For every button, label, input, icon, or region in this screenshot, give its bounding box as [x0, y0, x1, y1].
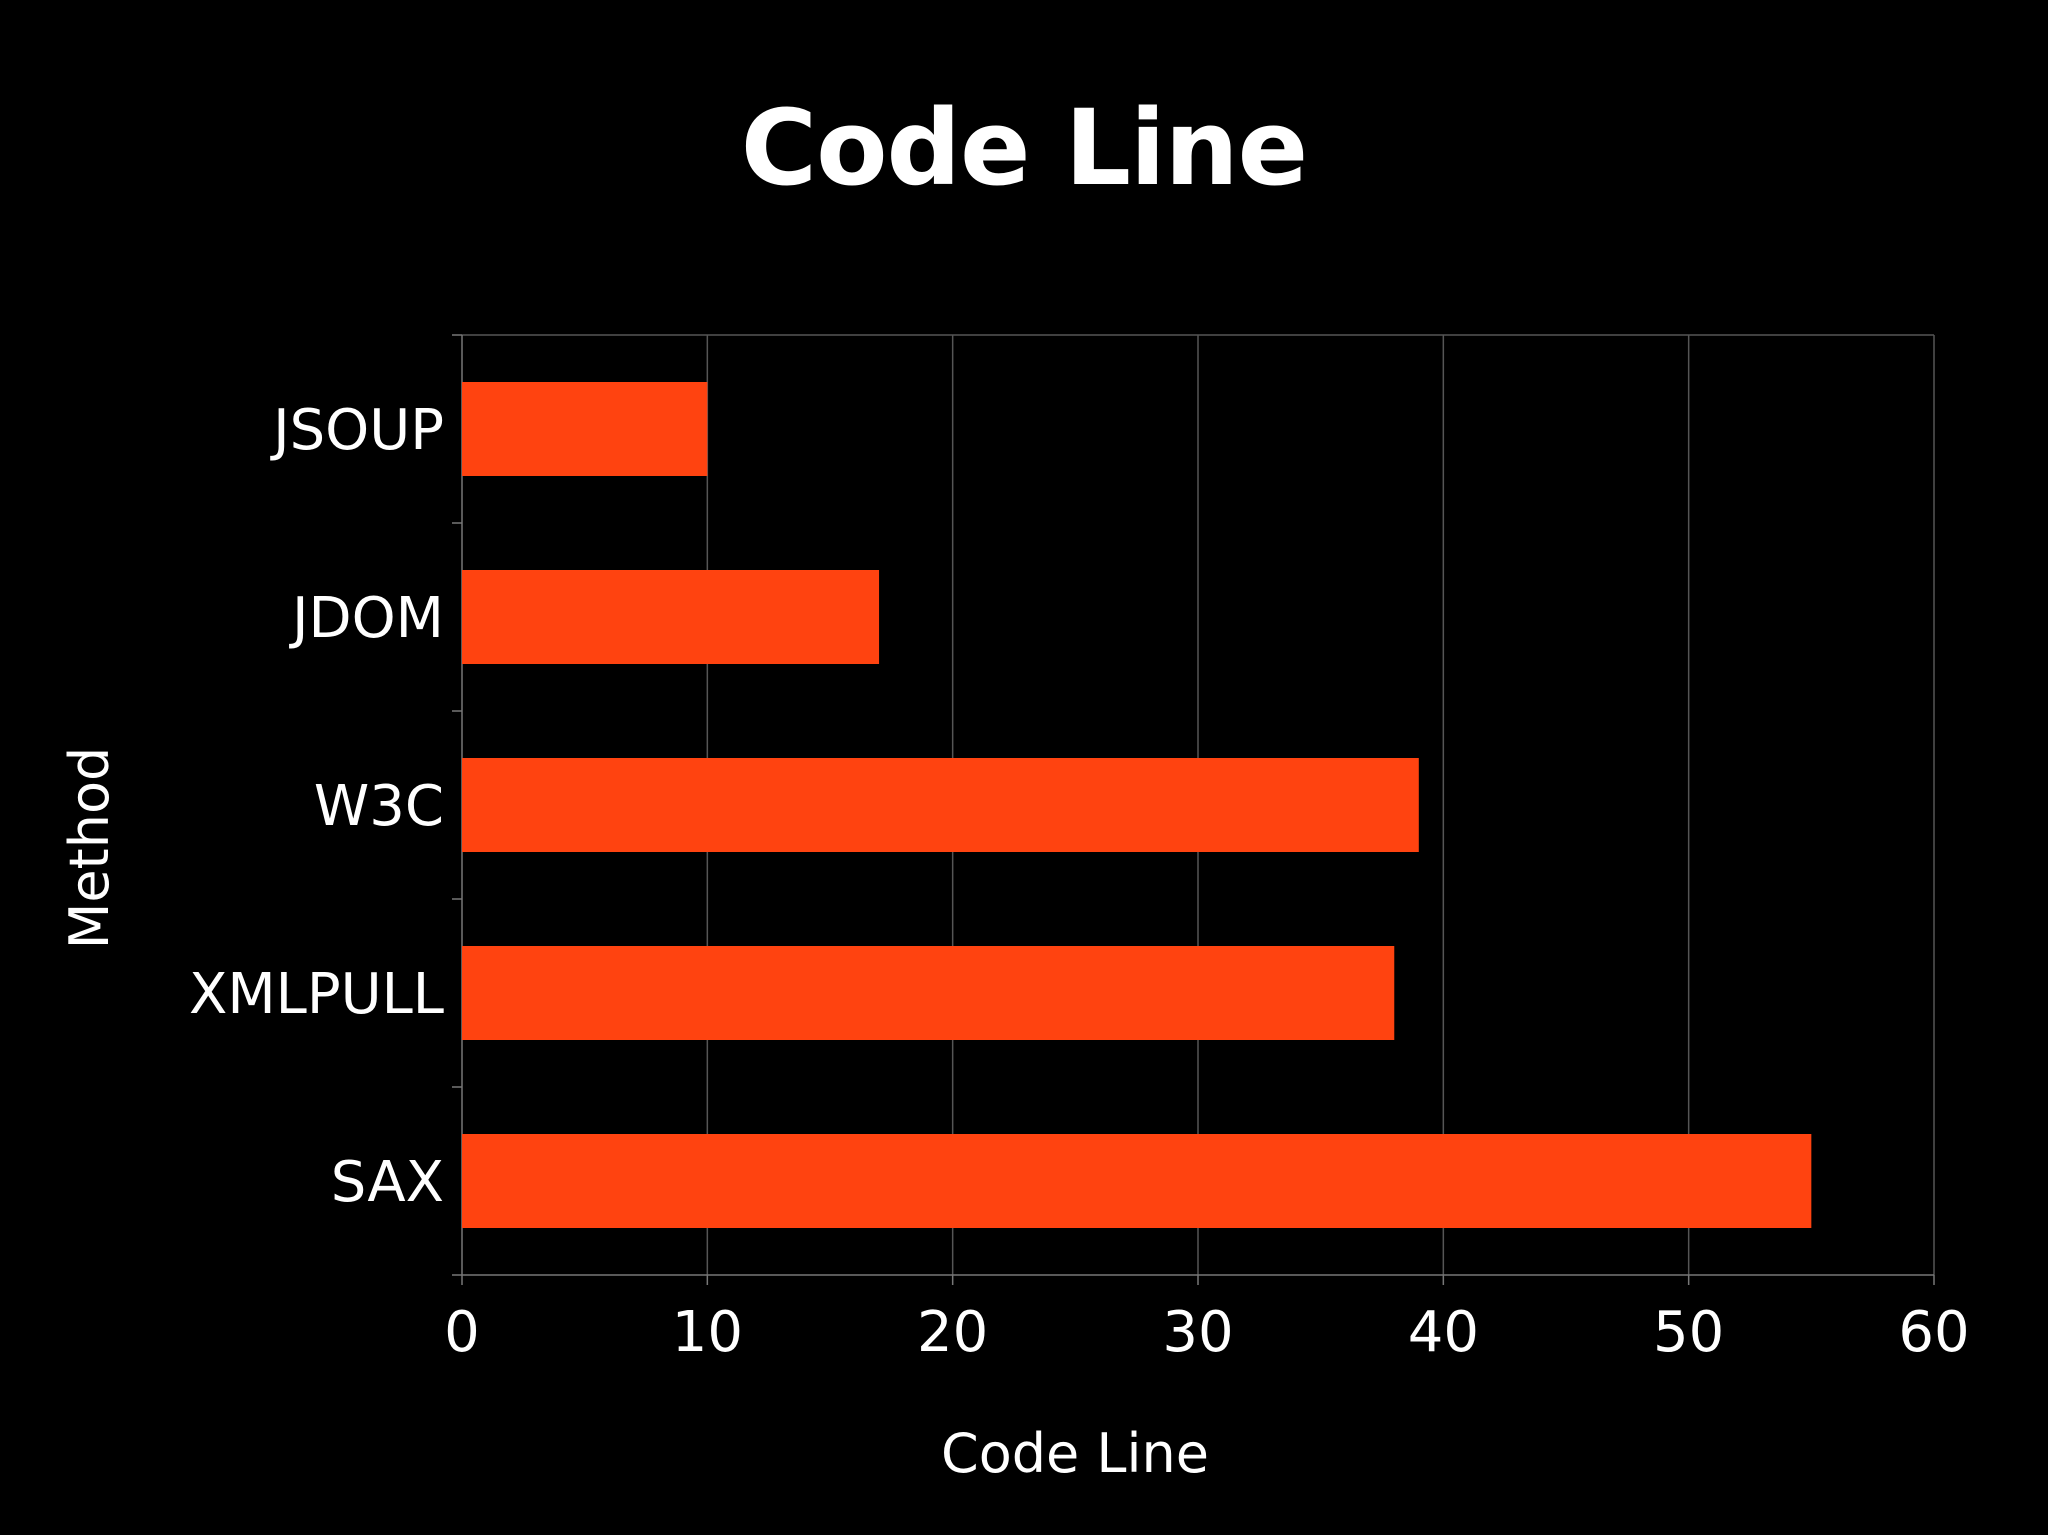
x-tick-label: 40 [1408, 1300, 1479, 1365]
category-label: JSOUP [270, 398, 444, 463]
y-axis-title: Method [58, 747, 121, 950]
category-label: W3C [314, 774, 444, 839]
x-tick-label: 50 [1653, 1300, 1724, 1365]
x-axis-title: Code Line [941, 1422, 1209, 1485]
chart-title: Code Line [740, 87, 1308, 209]
category-label: XMLPULL [189, 962, 444, 1027]
bars [462, 382, 1812, 1228]
x-tick-label: 30 [1162, 1300, 1233, 1365]
category-labels: JSOUP JDOM W3C XMLPULL SAX [189, 398, 444, 1215]
x-tick-label: 20 [917, 1300, 988, 1365]
x-tick-labels: 0 10 20 30 40 50 60 [444, 1300, 1969, 1365]
bar-sax [462, 1134, 1812, 1228]
x-tick-label: 10 [672, 1300, 743, 1365]
bar-w3c [462, 758, 1419, 852]
category-label: JDOM [289, 586, 444, 651]
bar-xmlpull [462, 946, 1395, 1040]
category-label: SAX [331, 1150, 444, 1215]
bar-jsoup [462, 382, 708, 476]
bar-jdom [462, 570, 880, 664]
x-tick-label: 60 [1898, 1300, 1969, 1365]
x-tick-label: 0 [444, 1300, 480, 1365]
